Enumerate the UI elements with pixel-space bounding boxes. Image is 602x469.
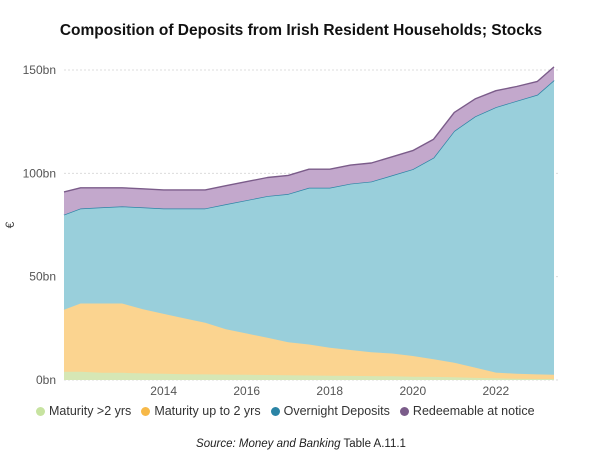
legend-label: Maturity >2 yrs <box>49 404 132 418</box>
legend-item: Overnight Deposits <box>270 404 390 418</box>
x-tick-label: 2022 <box>483 384 510 398</box>
y-tick-label: 50bn <box>29 270 56 284</box>
y-tick-label: 150bn <box>23 63 56 77</box>
x-tick-label: 2018 <box>316 384 343 398</box>
source-note: Source: Money and Banking Table A.11.1 <box>0 438 602 450</box>
y-tick-label: 100bn <box>23 166 56 180</box>
area-series-4 <box>64 66 554 215</box>
chart-title: Composition of Deposits from Irish Resid… <box>59 22 543 39</box>
chart-legend: Maturity >2 yrs Maturity up to 2 yrs Overn… <box>36 404 596 418</box>
legend-swatch <box>399 406 409 416</box>
legend-swatch <box>141 406 151 416</box>
legend-swatch <box>36 406 45 416</box>
legend-item: Redeemable at notice <box>399 404 535 418</box>
legend-label: Maturity up to 2 yrs <box>154 404 261 418</box>
x-tick-label: 2020 <box>399 384 426 398</box>
source-table: Table A.11.1 <box>340 438 406 450</box>
y-axis-label: € <box>3 221 17 228</box>
area-chart: 0bn 50bn 100bn 150bn €2014 2016 2018 2020 2022 <box>3 63 558 398</box>
x-tick-label: 2016 <box>233 384 260 398</box>
series-line-4 <box>63 66 555 193</box>
y-tick-label: 0bn <box>36 373 56 387</box>
legend-item: Maturity up to 2 yrs <box>141 404 261 418</box>
legend-swatch <box>270 406 280 416</box>
area-series-3 <box>64 80 554 375</box>
legend-item: Maturity >2 yrs <box>36 404 131 418</box>
source-publication: Money and Banking <box>238 438 341 450</box>
area-series-2 <box>64 303 554 379</box>
legend-label: Overnight Deposits <box>283 404 390 418</box>
legend-label: Redeemable at notice <box>412 404 535 418</box>
source-prefix: Source: <box>196 438 239 450</box>
x-tick-label: 2014 <box>150 384 177 398</box>
